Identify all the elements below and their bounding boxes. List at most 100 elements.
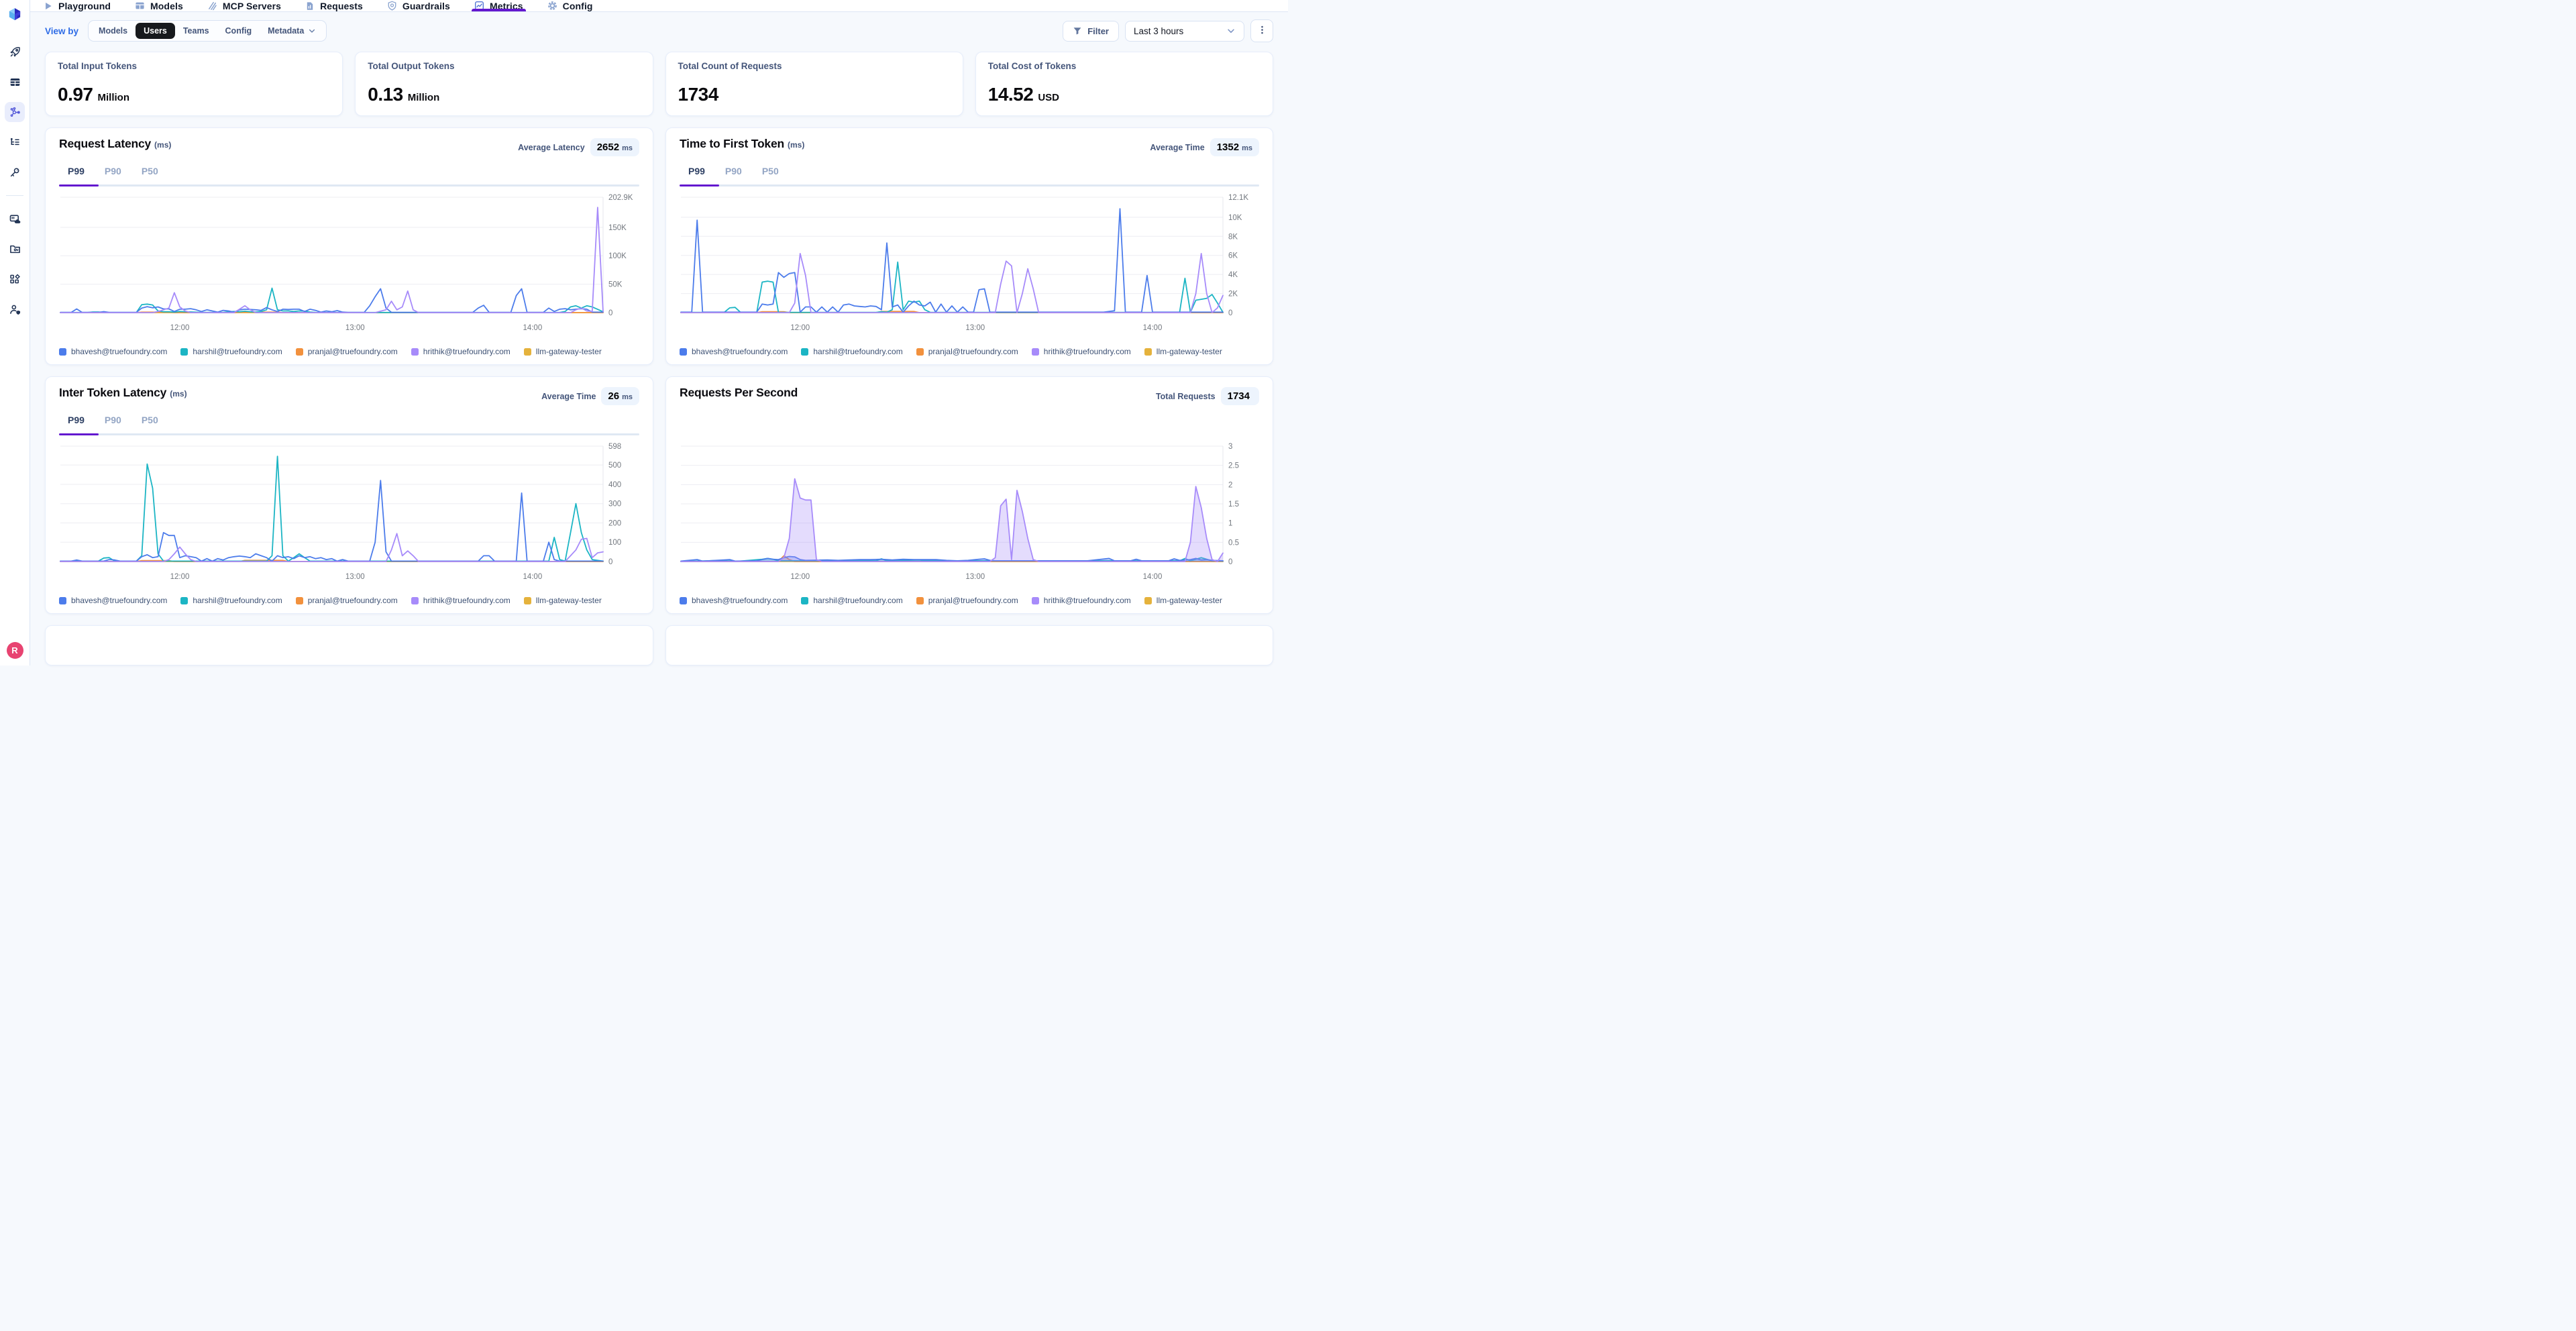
stat-badge: 1352 ms [1210,138,1259,156]
charts-row-1: Request Latency (ms) Average Latency 2652… [45,127,1273,365]
svg-text:6K: 6K [1228,252,1238,260]
svg-text:2: 2 [1228,481,1232,489]
content: View by Models Users Teams Config Metadata F… [30,12,1288,666]
stat-value: 0.97 [58,84,93,105]
legend-item[interactable]: llm-gateway-tester [523,347,602,356]
legend-swatch [680,596,687,604]
legend-item[interactable]: llm-gateway-tester [523,596,602,605]
legend-item[interactable]: bhavesh@truefoundry.com [59,347,167,356]
tab-mcp-servers[interactable]: MCP Servers [207,0,281,11]
view-by-option-config[interactable]: Config [225,26,252,36]
tab-requests[interactable]: Requests [305,0,363,11]
svg-text:1.5: 1.5 [1228,500,1239,509]
view-by-option-users[interactable]: Users [136,23,175,39]
mcp-icon [207,1,217,11]
table-icon [135,1,145,11]
chart-card-partial [665,625,1273,666]
active-tab-indicator [59,184,99,187]
legend-item[interactable]: hrithik@truefoundry.com [1031,596,1131,605]
legend-swatch [523,348,531,356]
percentile-tab-p90[interactable]: P90 [104,415,121,425]
metrics-toolbar: View by Models Users Teams Config Metadata F… [45,19,1273,42]
legend-item[interactable]: harshil@truefoundry.com [801,347,903,356]
legend-item[interactable]: harshil@truefoundry.com [180,347,282,356]
requests-per-second-card: Requests Per Second Total Requests 1734 … [665,376,1273,614]
legend-swatch [295,596,303,604]
tab-playground[interactable]: Playground [44,0,111,11]
chart-title: Requests Per Second [680,386,798,399]
legend-item[interactable]: llm-gateway-tester [1144,596,1222,605]
svg-text:14:00: 14:00 [523,573,542,581]
legend-item[interactable]: hrithik@truefoundry.com [1031,347,1131,356]
charts-row-3 [45,625,1273,666]
svg-text:0: 0 [1228,309,1232,317]
charts-row-2: Inter Token Latency (ms) Average Time 26 m… [45,376,1273,614]
percentile-tabs: P99 P90 P50 [59,164,639,187]
legend-item[interactable]: bhavesh@truefoundry.com [59,596,167,605]
legend-swatch [59,348,66,356]
chart-legend: bhavesh@truefoundry.com harshil@truefound… [59,596,639,605]
legend-swatch [680,348,687,356]
legend-item[interactable]: hrithik@truefoundry.com [411,596,511,605]
filter-button[interactable]: Filter [1063,20,1119,42]
table-grid-icon[interactable] [5,72,25,92]
svg-text:150K: 150K [608,224,627,232]
user-shield-icon[interactable] [5,299,25,319]
tab-track [680,184,1259,187]
blocks-icon[interactable] [5,269,25,289]
folder-key-icon[interactable] [5,239,25,259]
percentile-tab-p90[interactable]: P90 [104,166,121,176]
legend-item[interactable]: llm-gateway-tester [1144,347,1222,356]
more-options-button[interactable] [1250,19,1273,42]
percentile-tab-p50[interactable]: P50 [761,166,779,176]
tab-track [59,184,639,187]
stat-label: Total Count of Requests [678,61,782,71]
user-avatar[interactable]: R [6,642,23,659]
legend-item[interactable]: hrithik@truefoundry.com [411,347,511,356]
legend-item[interactable]: pranjal@truefoundry.com [916,596,1018,605]
svg-text:13:00: 13:00 [345,573,365,581]
view-by-option-metadata[interactable]: Metadata [260,23,324,39]
svg-text:0: 0 [1228,558,1232,566]
view-by-option-models[interactable]: Models [99,26,128,36]
legend-item[interactable]: harshil@truefoundry.com [180,596,282,605]
stat-unit: USD [1038,92,1059,103]
percentile-tab-p99[interactable]: P99 [68,166,85,176]
legend-item[interactable]: bhavesh@truefoundry.com [680,347,788,356]
inter-token-latency-card: Inter Token Latency (ms) Average Time 26 m… [45,376,653,614]
percentile-tab-p99[interactable]: P99 [688,166,705,176]
gateway-network-icon[interactable] [5,102,25,122]
tab-guardrails[interactable]: Guardrails [387,0,450,11]
tab-config[interactable]: Config [547,0,593,11]
total-requests-card: Total Count of Requests 1734 [665,52,963,116]
chart-legend: bhavesh@truefoundry.com harshil@truefound… [680,596,1259,605]
percentile-tab-p99[interactable]: P99 [68,415,85,425]
legend-item[interactable]: pranjal@truefoundry.com [295,596,398,605]
svg-text:500: 500 [608,462,621,470]
legend-item[interactable]: bhavesh@truefoundry.com [680,596,788,605]
key-icon[interactable] [5,162,25,182]
view-by-option-teams[interactable]: Teams [182,26,209,36]
rocket-icon[interactable] [5,42,25,62]
truefoundry-logo-icon[interactable] [6,5,23,23]
top-navigation: Playground Models MCP Servers Requests Guard… [30,0,1288,12]
tab-metrics[interactable]: Metrics [471,0,526,11]
svg-text:14:00: 14:00 [1143,324,1163,332]
percentile-tab-p50[interactable]: P50 [141,415,158,425]
chart-legend: bhavesh@truefoundry.com harshil@truefound… [59,347,639,356]
nav-tabs: Playground Models MCP Servers Requests Guard… [44,0,593,11]
legend-item[interactable]: pranjal@truefoundry.com [916,347,1018,356]
legend-item[interactable]: harshil@truefoundry.com [801,596,903,605]
time-range-select[interactable]: Last 3 hours [1125,20,1244,42]
percentile-tab-p50[interactable]: P50 [141,166,158,176]
percentile-tab-p90[interactable]: P90 [724,166,742,176]
active-tab-indicator [59,433,99,435]
request-latency-chart: 202.9K 150K 100K 50K 0 12:00 13:00 14:00 [59,189,639,343]
tab-models[interactable]: Models [135,0,183,11]
legend-item[interactable]: pranjal@truefoundry.com [295,347,398,356]
chart-title: Request Latency (ms) [59,137,172,150]
device-cloud-icon[interactable] [5,209,25,229]
icon-sidebar: R [0,0,30,666]
chart-summary: Average Time 26 ms [541,387,639,405]
tree-icon[interactable] [5,132,25,152]
